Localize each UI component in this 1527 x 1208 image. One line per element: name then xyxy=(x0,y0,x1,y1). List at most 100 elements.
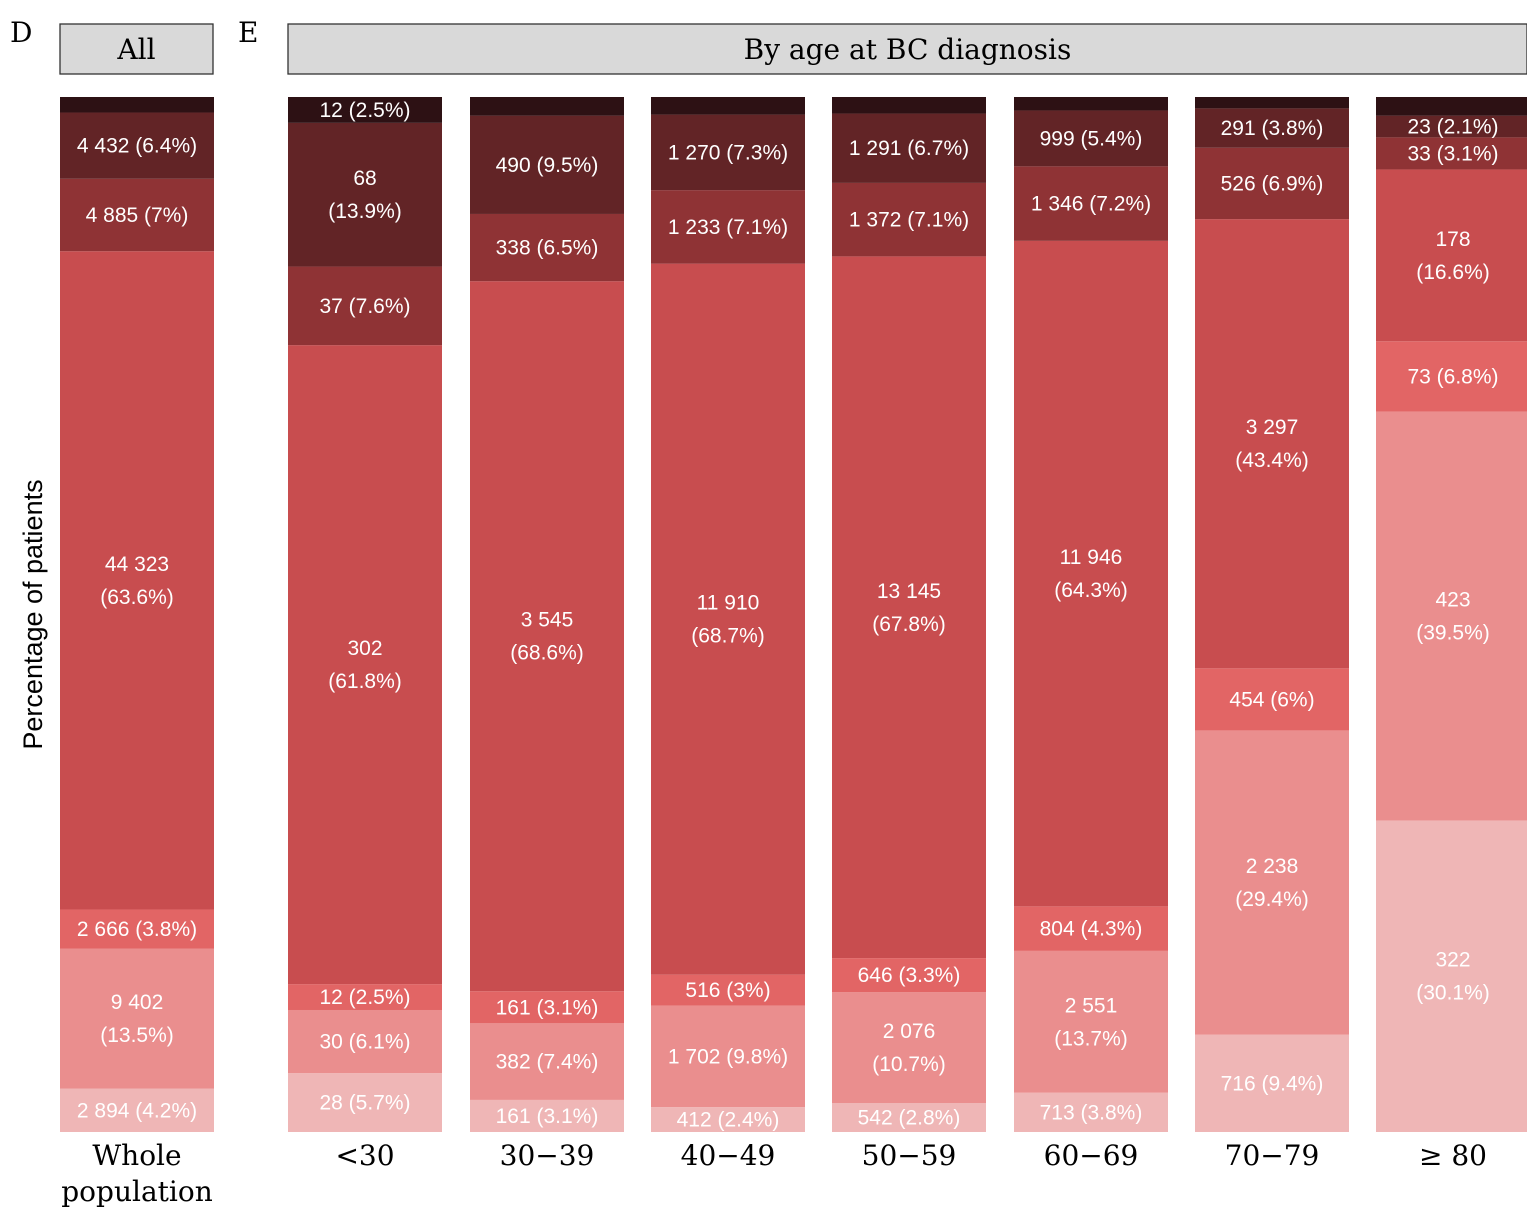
bar-segment xyxy=(1376,97,1527,116)
bar-segment xyxy=(1014,906,1168,951)
segment-label: 423 (39.5%) xyxy=(1416,589,1490,645)
segment-label: 1 702 (9.8%) xyxy=(668,1045,788,1068)
bar-segment xyxy=(1195,1034,1349,1132)
bar-segment xyxy=(832,992,986,1104)
bar-segment xyxy=(1376,137,1527,170)
bar-segment xyxy=(60,178,214,252)
segment-label: 526 (6.9%) xyxy=(1221,172,1324,195)
segment-label: 454 (6%) xyxy=(1229,688,1314,711)
segment-label: 11 946 (64.3%) xyxy=(1054,546,1128,602)
segment-label: 716 (9.4%) xyxy=(1221,1072,1324,1095)
category-tick-label: 70−79 xyxy=(1225,1139,1320,1172)
segment-label: 44 323 (63.6%) xyxy=(100,553,174,609)
bar-segment xyxy=(1014,240,1168,907)
bar-segment xyxy=(651,263,805,975)
segment-label: 28 (5.7%) xyxy=(319,1092,410,1115)
segment-label: 412 (2.4%) xyxy=(677,1109,780,1132)
segment-label: 542 (2.8%) xyxy=(858,1107,961,1130)
segment-label: 178 (16.6%) xyxy=(1416,228,1490,284)
bars-layer xyxy=(60,97,1527,1132)
bar-segment xyxy=(651,1107,805,1132)
segment-label: 4 885 (7%) xyxy=(86,204,189,227)
bar-segment xyxy=(288,266,442,346)
bar-segment xyxy=(60,112,214,179)
segment-label: 30 (6.1%) xyxy=(319,1031,410,1054)
bar-segment xyxy=(470,1099,624,1132)
bar-segment xyxy=(651,1005,805,1108)
bar-segment xyxy=(288,122,442,267)
segment-label: 12 (2.5%) xyxy=(319,986,410,1009)
bar-segment xyxy=(60,1088,214,1132)
segment-label: 3 297 (43.4%) xyxy=(1235,416,1309,472)
segment-label: 37 (7.6%) xyxy=(319,295,410,318)
segment-label: 804 (4.3%) xyxy=(1040,918,1143,941)
segment-label: 302 (61.8%) xyxy=(328,637,402,693)
panel-strip-box xyxy=(59,23,214,75)
segment-label: 68 (13.9%) xyxy=(328,167,402,223)
bar-segment xyxy=(1376,169,1527,342)
bar-segment xyxy=(651,97,805,115)
segment-label: 999 (5.4%) xyxy=(1040,127,1143,150)
bar-segment xyxy=(470,115,624,214)
y-axis-label: Percentage of patients xyxy=(18,479,48,749)
bar-segment xyxy=(1195,730,1349,1035)
bar-segment xyxy=(832,182,986,257)
segment-label: 9 402 (13.5%) xyxy=(100,991,174,1047)
segment-label: 646 (3.3%) xyxy=(858,964,961,987)
bar-segment xyxy=(470,97,624,116)
segment-label: 2 666 (3.8%) xyxy=(77,918,197,941)
bar-segment xyxy=(832,256,986,959)
segment-label: 11 910 (68.7%) xyxy=(691,592,765,648)
segment-label: 2 551 (13.7%) xyxy=(1054,994,1128,1050)
bar-segment xyxy=(288,345,442,985)
bar-segment xyxy=(1014,1092,1168,1132)
category-tick-label: ≥ 80 xyxy=(1419,1139,1487,1172)
segment-label: 4 432 (6.4%) xyxy=(77,135,197,158)
bar-segment xyxy=(1195,668,1349,731)
bar-segment xyxy=(1195,219,1349,669)
bar-segment xyxy=(651,190,805,264)
bar-segment xyxy=(1195,97,1349,109)
segment-label: 1 372 (7.1%) xyxy=(849,209,969,232)
bar-segment xyxy=(832,113,986,183)
panel-strip-title: By age at BC diagnosis xyxy=(744,33,1072,66)
bar-segment xyxy=(651,114,805,191)
segment-label: 1 346 (7.2%) xyxy=(1031,193,1151,216)
segment-label: 338 (6.5%) xyxy=(496,237,599,260)
bar-segment xyxy=(832,97,986,114)
bar-segment xyxy=(470,991,624,1024)
bar-segment xyxy=(60,97,214,113)
segment-label: 2 076 (10.7%) xyxy=(872,1020,946,1076)
panel-letter: D xyxy=(10,16,32,49)
bar-segment xyxy=(288,1009,442,1074)
bar-segment xyxy=(470,1023,624,1100)
segment-label: 33 (3.1%) xyxy=(1407,142,1498,165)
bar-segment xyxy=(651,974,805,1006)
category-tick-label: 30−39 xyxy=(500,1139,595,1172)
bar-segment xyxy=(470,281,624,992)
bar-segment xyxy=(1014,166,1168,241)
segment-label: 3 545 (68.6%) xyxy=(510,609,584,665)
segment-label: 2 894 (4.2%) xyxy=(77,1099,197,1122)
segment-label: 161 (3.1%) xyxy=(496,1105,599,1128)
segment-label: 1 233 (7.1%) xyxy=(668,216,788,239)
segment-label: 73 (6.8%) xyxy=(1407,365,1498,388)
bar-segment xyxy=(1014,97,1168,111)
bar-segment xyxy=(1376,115,1527,138)
category-tick-label: Whole population xyxy=(61,1139,212,1208)
category-tick-label: 60−69 xyxy=(1044,1139,1139,1172)
panel-strips: D All E By age at BC diagnosis xyxy=(10,16,1527,75)
segment-label: 291 (3.8%) xyxy=(1221,117,1324,140)
segment-label: 1 270 (7.3%) xyxy=(668,141,788,164)
bar-segment xyxy=(60,948,214,1089)
category-tick-label: 50−59 xyxy=(862,1139,957,1172)
panel-strip-box xyxy=(287,23,1527,75)
bar-segment xyxy=(288,1073,442,1132)
segment-label: 322 (30.1%) xyxy=(1416,949,1490,1005)
category-tick-label: <30 xyxy=(335,1139,394,1172)
segment-label: 382 (7.4%) xyxy=(496,1051,599,1074)
bar-segment xyxy=(1195,147,1349,220)
segment-label: 161 (3.1%) xyxy=(496,996,599,1019)
segment-label: 1 291 (6.7%) xyxy=(849,137,969,160)
